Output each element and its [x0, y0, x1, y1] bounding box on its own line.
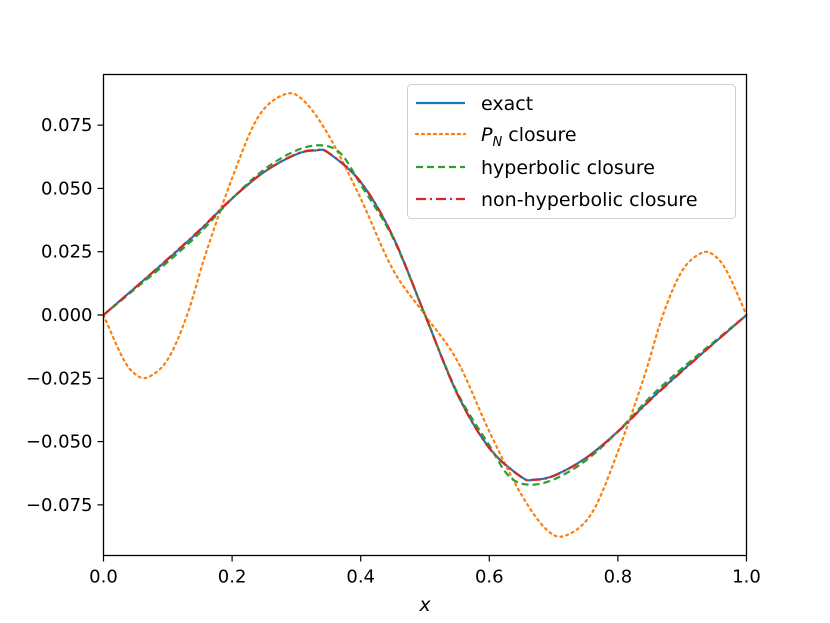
x-axis-label: x: [418, 594, 431, 616]
legend-label-2: hyperbolic closure: [481, 157, 655, 179]
legend-box: [407, 84, 736, 219]
y-axis-ticks: 0.075 0.050 0.025 0.000 −0.025 −0.050 −0.075: [26, 115, 104, 516]
x-tick-label: 0.4: [346, 567, 375, 588]
x-axis-ticks: 0.0 0.2 0.4 0.6 0.8 1.0: [89, 555, 761, 588]
x-tick-label: 0.2: [218, 567, 247, 588]
legend-label-3: non-hyperbolic closure: [481, 189, 698, 211]
legend: exact PN closure hyperbolic closure non-hyp…: [407, 84, 736, 219]
y-tick-label: 0.000: [41, 305, 93, 326]
y-tick-label: 0.075: [41, 115, 93, 136]
y-tick-label: 0.025: [41, 242, 93, 263]
x-tick-label: 0.6: [475, 567, 504, 588]
plot-lines: [102, 92, 748, 538]
y-tick-label: 0.050: [41, 178, 93, 199]
y-tick-label: −0.075: [26, 495, 93, 516]
series-line-2: [102, 144, 748, 486]
x-tick-label: 0.8: [604, 567, 633, 588]
y-tick-label: −0.025: [26, 368, 93, 389]
legend-label-0: exact: [481, 93, 533, 115]
legend-label-1: PN closure: [481, 124, 577, 150]
y-tick-label: −0.050: [26, 432, 93, 453]
series-line-3: [102, 148, 748, 482]
x-tick-label: 0.0: [89, 567, 118, 588]
x-tick-label: 1.0: [732, 567, 761, 588]
